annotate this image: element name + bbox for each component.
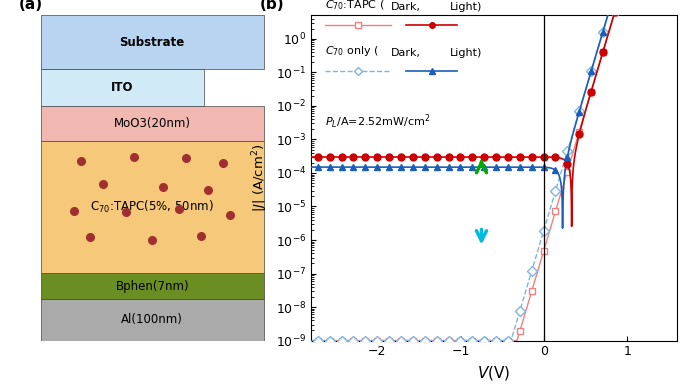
Text: ITO: ITO (111, 81, 133, 94)
Y-axis label: $|J|$ (A/cm$^{2}$): $|J|$ (A/cm$^{2}$) (250, 144, 270, 212)
Text: Al(100nm): Al(100nm) (122, 313, 183, 327)
X-axis label: $V$(V): $V$(V) (477, 364, 511, 382)
Text: (a): (a) (19, 0, 44, 12)
Text: Light): Light) (450, 2, 482, 12)
Text: $C_{70}$ only (: $C_{70}$ only ( (325, 44, 379, 58)
Bar (41, 141, 263, 273)
Text: $P_L$/A=2.52mW/cm$^{2}$: $P_L$/A=2.52mW/cm$^{2}$ (325, 113, 430, 132)
Bar (41, 300, 263, 341)
Bar (41, 273, 263, 300)
Bar (41, 69, 204, 106)
Text: Light): Light) (450, 48, 482, 58)
Text: MoO3(20nm): MoO3(20nm) (114, 117, 191, 130)
Bar (41, 106, 263, 141)
Text: C$_{70}$:TAPC(5%, 50nm): C$_{70}$:TAPC(5%, 50nm) (91, 199, 214, 215)
Text: Dark,: Dark, (391, 2, 422, 12)
Bar (41, 15, 263, 69)
Text: $C_{70}$:TAPC (: $C_{70}$:TAPC ( (325, 0, 385, 12)
Text: (b): (b) (259, 0, 284, 12)
Text: Substrate: Substrate (120, 36, 185, 49)
Text: Dark,: Dark, (391, 48, 422, 58)
Text: Bphen(7nm): Bphen(7nm) (115, 279, 189, 293)
